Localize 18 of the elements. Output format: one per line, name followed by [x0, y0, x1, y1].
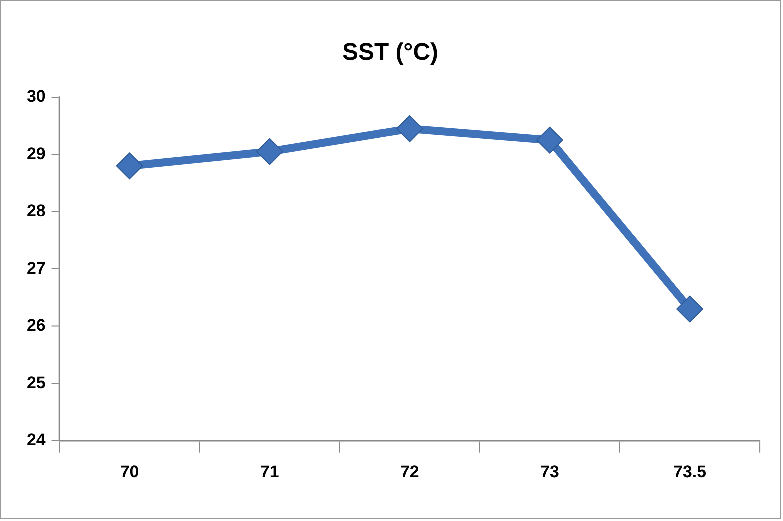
y-tick-label: 29 — [26, 144, 46, 164]
y-tick-label: 26 — [26, 316, 46, 336]
x-tick-label: 73.5 — [674, 462, 707, 482]
x-tick-label: 73 — [540, 462, 560, 482]
x-tick-label: 70 — [120, 462, 140, 482]
y-tick-label: 28 — [26, 202, 46, 221]
point — [536, 126, 564, 154]
y-tick-label: 30 — [26, 87, 46, 106]
x-tick-label: 72 — [400, 462, 420, 482]
chart-title: SST (°C) — [342, 38, 438, 66]
point — [676, 296, 704, 323]
point — [116, 152, 144, 180]
y-tick-label: 27 — [26, 258, 46, 278]
x-tick-label: 71 — [260, 462, 280, 482]
y-tick-label: 25 — [26, 373, 46, 392]
point — [396, 115, 424, 142]
y-tick-label: 24 — [26, 430, 46, 450]
point — [256, 138, 284, 166]
